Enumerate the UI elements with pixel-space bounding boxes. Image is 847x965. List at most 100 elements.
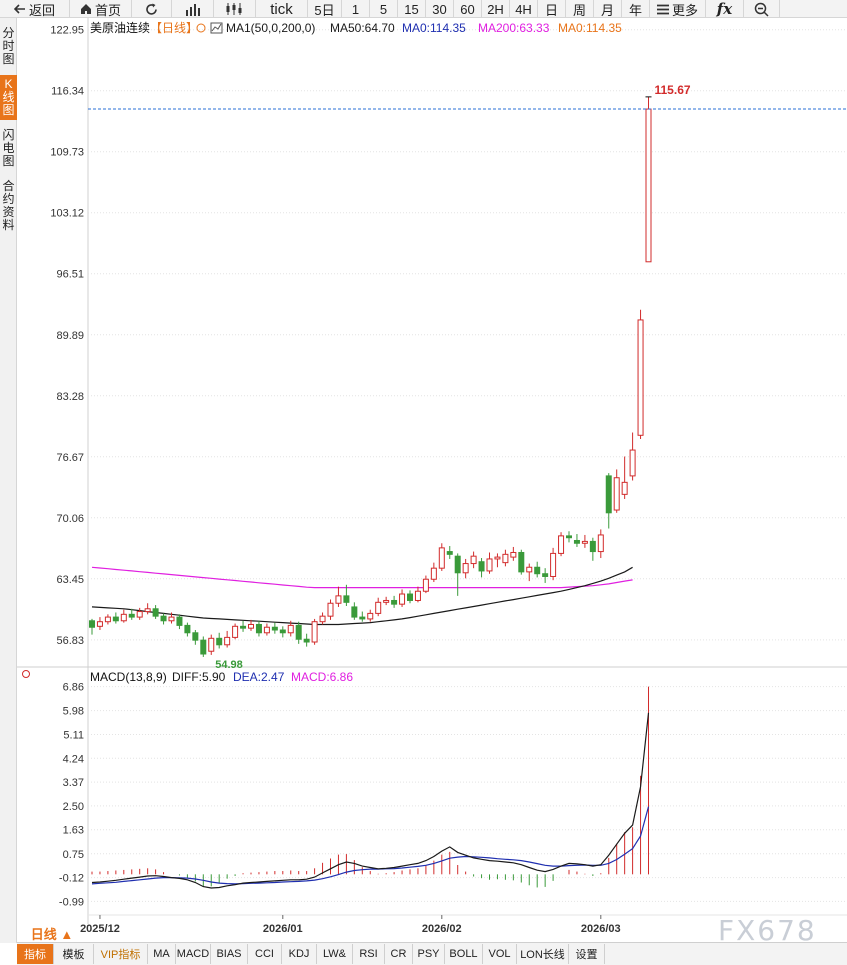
x-tick-label: 2026/02 [422, 923, 462, 935]
macd-y-tick-label: 3.37 [63, 777, 84, 789]
candlestick-icon [225, 2, 245, 16]
candle [391, 595, 398, 608]
sidebar-item-0[interactable]: 分时图 [2, 26, 15, 66]
indicator-tab-7[interactable]: KDJ [282, 944, 317, 964]
ma200-line [91, 566, 633, 589]
toolbar-p5d-button[interactable]: 5日 [308, 0, 342, 18]
toolbar-fx-button[interactable]: fx [706, 0, 744, 18]
candle [629, 432, 636, 481]
toolbar-more-button[interactable]: 更多 [650, 0, 706, 18]
candle-body [224, 636, 231, 646]
toolbar-month-button[interactable]: 月 [594, 0, 622, 18]
candle-body [359, 616, 366, 620]
y-tick-label: 56.83 [56, 635, 84, 647]
candle-body [311, 621, 318, 643]
candle [184, 622, 191, 637]
candle [438, 543, 445, 571]
indicator-tab-2[interactable]: VIP指标 [94, 944, 148, 964]
indicator-tab-14[interactable]: LON长线 [517, 944, 569, 964]
toolbar-back-button[interactable]: 返回 [0, 0, 70, 18]
toolbar-label: 首页 [94, 2, 121, 18]
toolbar: 返回 首页 tick 5日 1 5 15 30 60 2H 4H 日周月年更多 fx [0, 0, 847, 18]
candle [558, 532, 565, 557]
indicator-tab-5[interactable]: BIAS [211, 944, 248, 964]
candle-body [136, 611, 143, 618]
candle [112, 612, 119, 624]
indicator-tab-1[interactable]: 模板 [54, 944, 94, 964]
candle [486, 552, 493, 574]
toolbar-m15-button[interactable]: 15 [398, 0, 426, 18]
indicator-tab-0[interactable]: 指标 [17, 944, 54, 964]
toolbar-home-button[interactable]: 首页 [70, 0, 132, 18]
indicator-tab-4[interactable]: MACD [176, 944, 211, 964]
x-tick-label: 2025/12 [80, 923, 120, 935]
candle [136, 607, 143, 620]
candle [351, 602, 358, 620]
period-tab[interactable]: 日线 ▲ [30, 926, 74, 942]
candle [534, 561, 541, 578]
sidebar-item-1[interactable]: K线图 [0, 75, 17, 120]
indicator-tab-15[interactable]: 设置 [569, 944, 605, 964]
y-tick-label: 70.06 [56, 513, 84, 525]
toolbar-m30-button[interactable]: 30 [426, 0, 454, 18]
toolbar-refresh-button[interactable] [132, 0, 172, 18]
toolbar-h4-button[interactable]: 4H [510, 0, 538, 18]
toolbar-day-button[interactable]: 日 [538, 0, 566, 18]
candle [407, 590, 413, 604]
candle [375, 597, 382, 617]
toolbar-week-button[interactable]: 周 [566, 0, 594, 18]
toolbar-label: 4H [515, 1, 532, 17]
toolbar-m60-button[interactable]: 60 [454, 0, 482, 18]
toolbar-label: 2H [487, 1, 504, 17]
indicator-tab-9[interactable]: RSI [353, 944, 385, 964]
toolbar-label: 5日 [314, 2, 335, 18]
toolbar-candles-button[interactable] [214, 0, 256, 18]
indicator-tab-3[interactable]: MA [148, 944, 176, 964]
zoom-out-icon [754, 2, 769, 17]
y-tick-label: 116.34 [51, 86, 84, 98]
candle [232, 623, 239, 640]
candle-body [414, 590, 421, 601]
candle-body [200, 639, 207, 655]
candle-body [375, 601, 382, 614]
indicator-tab-8[interactable]: LW& [317, 944, 353, 964]
dea-line [91, 806, 650, 885]
diff-line [91, 712, 650, 889]
toolbar-tick-button[interactable]: tick [256, 0, 308, 18]
toolbar-bars-button[interactable] [172, 0, 214, 18]
macd-y-tick-label: 0.75 [63, 849, 84, 861]
indicator-tab-11[interactable]: PSY [413, 944, 445, 964]
candle-body [542, 573, 549, 577]
candle [248, 619, 254, 631]
back-arrow-icon [13, 3, 26, 15]
candle-body [279, 629, 286, 634]
toolbar-year-button[interactable]: 年 [622, 0, 650, 18]
sidebar-item-3[interactable]: 合约资料 [2, 179, 15, 232]
candle-body [287, 624, 294, 634]
toolbar-m1-button[interactable]: 1 [342, 0, 370, 18]
indicator-tab-6[interactable]: CCI [248, 944, 282, 964]
toolbar-zoom-button[interactable] [744, 0, 780, 18]
candle [327, 599, 334, 620]
candle-body [192, 632, 199, 641]
legend-item: MA200:63.33 [478, 21, 550, 35]
candle-body [343, 595, 350, 603]
sidebar-item-2[interactable]: 闪电图 [2, 128, 15, 168]
indicator-tab-13[interactable]: VOL [483, 944, 517, 964]
home-icon [80, 3, 92, 15]
candle [566, 531, 572, 543]
candle-body [534, 566, 541, 575]
candle [104, 614, 111, 625]
candle [176, 614, 183, 630]
indicator-tab-10[interactable]: CR [385, 944, 413, 964]
toolbar-h2-button[interactable]: 2H [482, 0, 510, 18]
candle-body [438, 547, 445, 569]
candle [240, 620, 247, 632]
indicator-tab-12[interactable]: BOLL [445, 944, 483, 964]
candle-body [367, 612, 374, 620]
candle [279, 626, 286, 638]
candle [510, 546, 517, 561]
chart-area[interactable]: 122.95 116.34 109.73 103.12 96.51 89.89 83.28 7… [0, 18, 847, 942]
candle [120, 609, 127, 623]
toolbar-m5-button[interactable]: 5 [370, 0, 398, 18]
